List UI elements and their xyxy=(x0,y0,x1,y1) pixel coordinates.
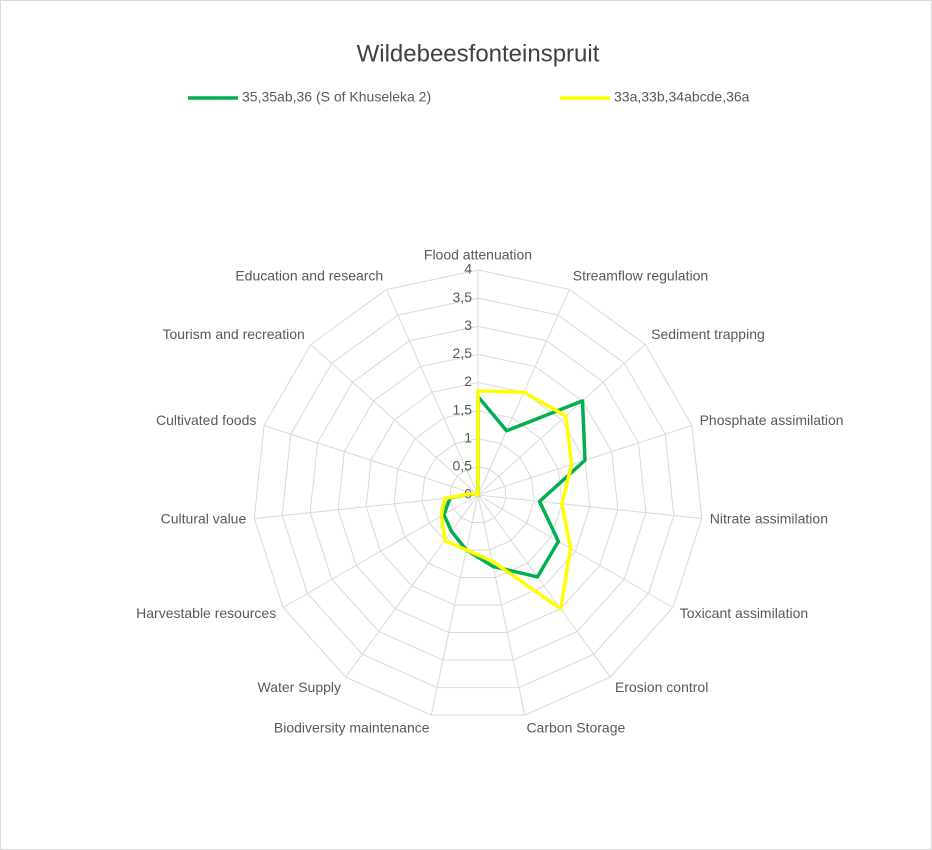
spoke xyxy=(477,344,646,496)
spoke xyxy=(477,494,611,678)
grid-ring xyxy=(421,438,535,551)
category-label: Harvestable resources xyxy=(136,605,276,621)
grid-ring xyxy=(365,381,591,606)
category-label: Cultural value xyxy=(161,511,247,527)
grid-ring xyxy=(393,410,563,579)
category-label: Flood attenuation xyxy=(424,247,532,263)
tick-label: 2 xyxy=(464,373,472,389)
grid-ring xyxy=(449,466,507,524)
category-label: Cultivated foods xyxy=(156,412,256,428)
category-label: Tourism and recreation xyxy=(162,326,304,342)
spoke xyxy=(254,494,479,520)
grid-ring xyxy=(253,269,703,716)
spoke xyxy=(477,494,702,520)
category-label: Water Supply xyxy=(258,679,342,695)
spoke xyxy=(477,494,674,608)
tick-label: 1 xyxy=(464,429,472,445)
spoke xyxy=(263,424,479,496)
tick-label: 0,5 xyxy=(453,458,473,474)
spoke xyxy=(477,494,526,716)
legend-label: 33a,33b,34abcde,36a xyxy=(614,89,750,105)
category-label: Education and research xyxy=(235,267,383,283)
grid-ring xyxy=(309,325,647,661)
legend-label: 35,35ab,36 (S of Khuseleka 2) xyxy=(242,89,431,105)
category-label: Biodiversity maintenance xyxy=(274,719,430,735)
spoke xyxy=(430,494,479,716)
series-line xyxy=(439,389,574,611)
category-label: Carbon Storage xyxy=(526,719,625,735)
grid-ring xyxy=(281,297,675,689)
chart-title: Wildebeesfonteinspruit xyxy=(357,40,600,67)
category-label: Streamflow regulation xyxy=(573,267,708,283)
category-label: Erosion control xyxy=(615,679,708,695)
category-label: Sediment trapping xyxy=(651,326,765,342)
category-label: Phosphate assimilation xyxy=(700,412,844,428)
spoke xyxy=(310,344,479,496)
tick-label: 3 xyxy=(464,317,472,333)
spoke xyxy=(386,289,479,496)
grid-ring xyxy=(337,353,619,634)
category-label: Toxicant assimilation xyxy=(680,605,808,621)
category-label: Nitrate assimilation xyxy=(710,511,828,527)
spoke xyxy=(345,494,479,678)
tick-label: 2,5 xyxy=(453,345,473,361)
tick-label: 3,5 xyxy=(453,289,473,305)
tick-label: 4 xyxy=(464,261,472,277)
tick-label: 1,5 xyxy=(453,401,473,417)
